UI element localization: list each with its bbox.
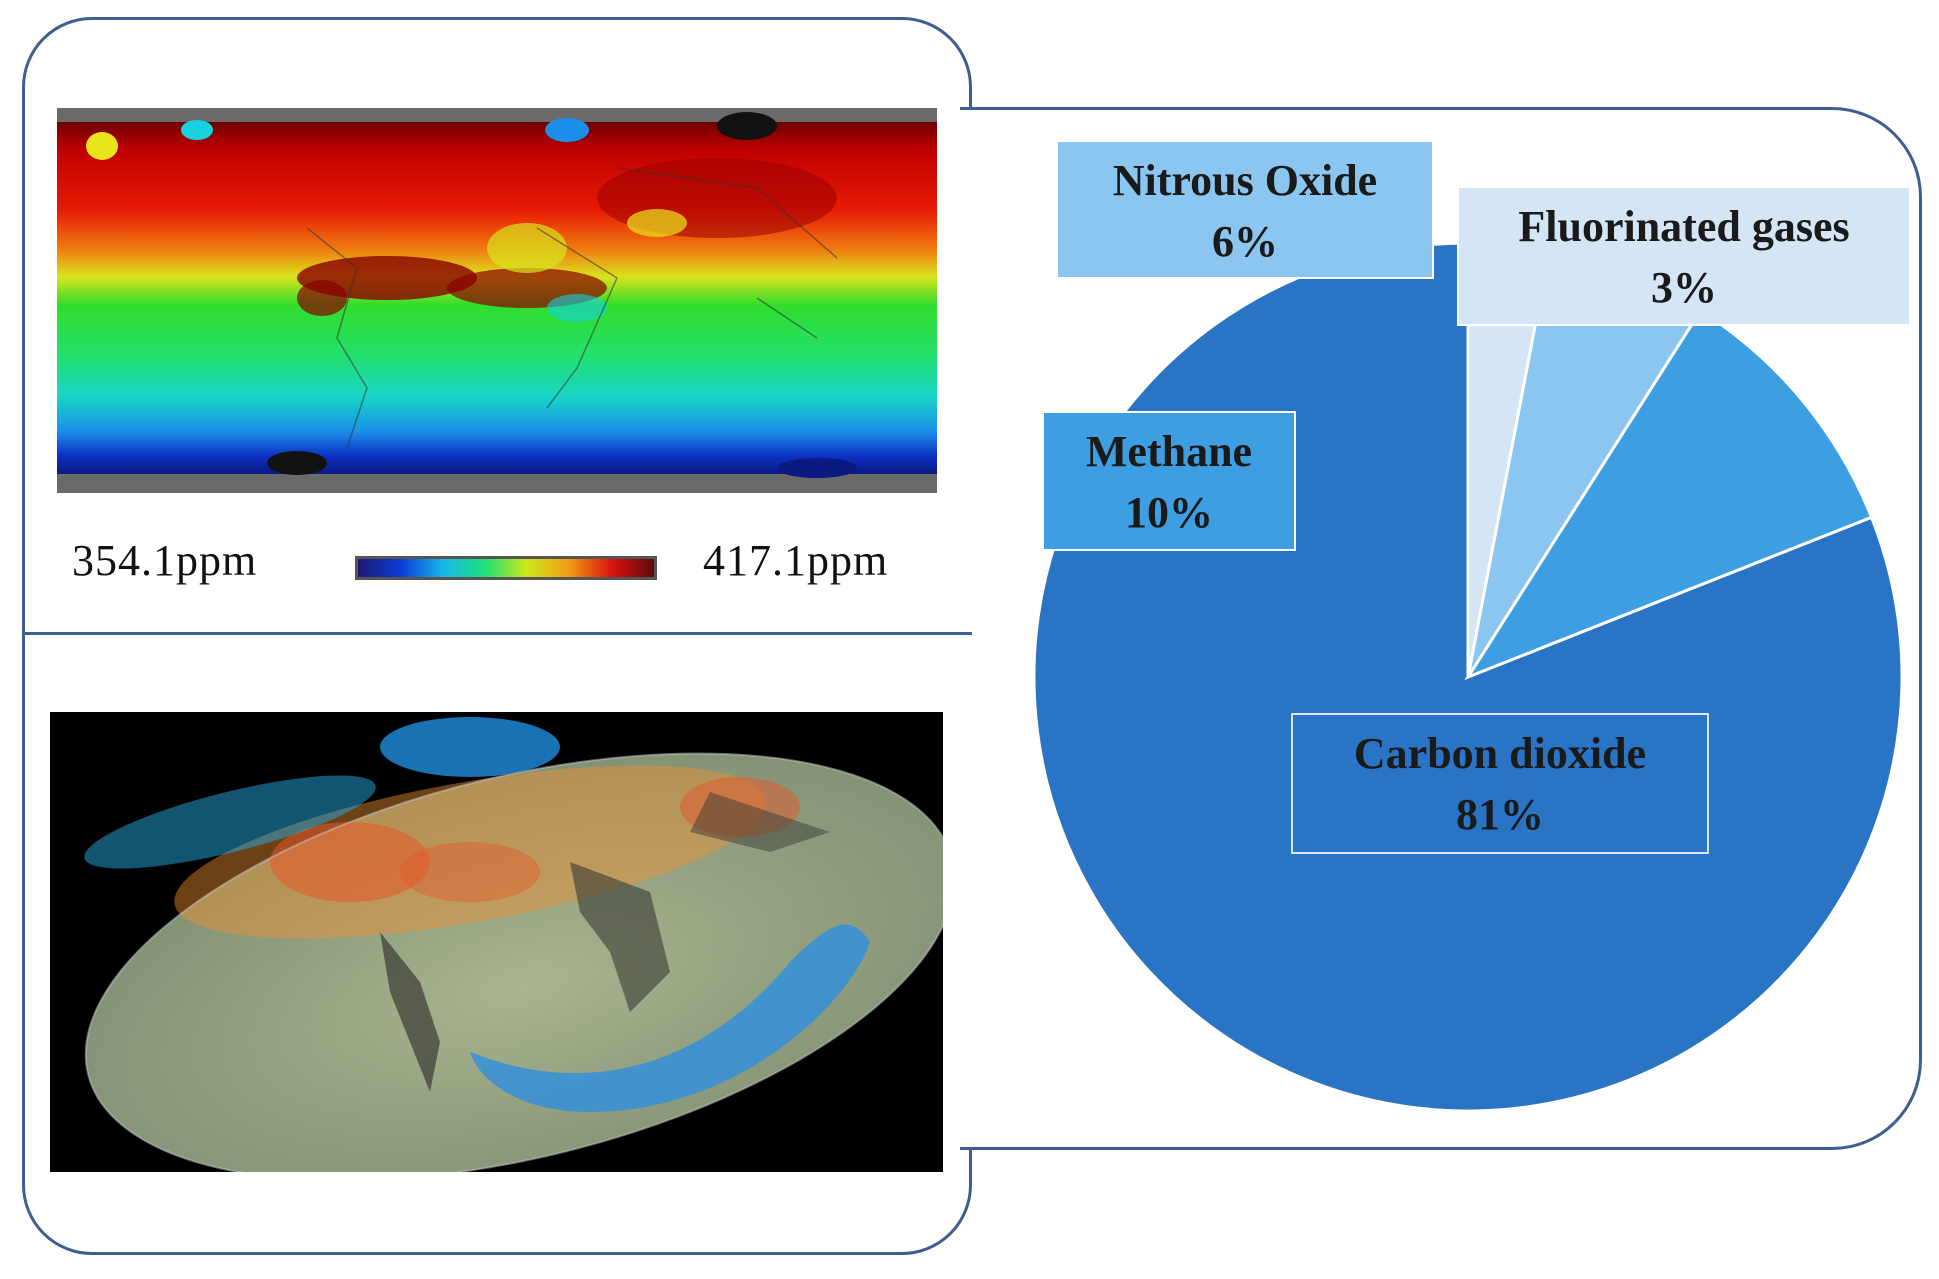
label-carbon-dioxide-value: 81% <box>1456 790 1544 839</box>
co2-map-graphic <box>57 108 937 493</box>
label-nitrous-oxide-name: Nitrous Oxide <box>1112 156 1378 205</box>
label-nitrous-oxide: Nitrous Oxide 6% <box>1056 140 1434 279</box>
colorbar-min-label: 354.1ppm <box>72 536 258 585</box>
colorbar-max-label: 417.1ppm <box>703 536 889 585</box>
label-nitrous-oxide-value: 6% <box>1212 217 1278 266</box>
label-methane: Methane 10% <box>1042 411 1296 551</box>
label-fluorinated-gases-name: Fluorinated gases <box>1518 202 1850 251</box>
panel-divider <box>22 632 972 635</box>
label-carbon-dioxide-name: Carbon dioxide <box>1353 729 1647 778</box>
co2-concentration-map <box>57 108 937 493</box>
label-fluorinated-gases: Fluorinated gases 3% <box>1457 186 1911 326</box>
label-methane-name: Methane <box>1085 427 1253 476</box>
label-methane-value: 10% <box>1125 488 1213 537</box>
label-carbon-dioxide: Carbon dioxide 81% <box>1291 713 1709 854</box>
colorbar <box>355 556 657 580</box>
co2-globe-visualization <box>50 712 943 1172</box>
globe-graphic <box>50 712 943 1172</box>
label-fluorinated-gases-value: 3% <box>1651 263 1717 312</box>
